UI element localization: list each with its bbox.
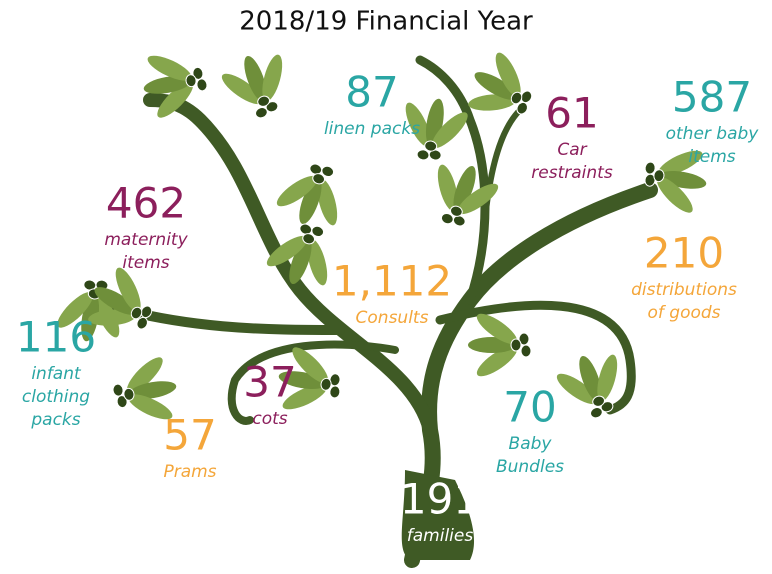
- item-number: 37: [243, 358, 296, 407]
- item-number: 462: [106, 179, 186, 228]
- item-label: distributions: [631, 280, 737, 300]
- infographic: 2018/19 Financial Year 87linen packs 61Ca…: [0, 0, 772, 574]
- item-label: Baby: [509, 434, 553, 454]
- item-number: 1,112: [332, 257, 452, 306]
- item-label: clothing: [22, 387, 90, 407]
- item-number: 57: [163, 411, 216, 460]
- bud: [511, 339, 521, 351]
- leaf-cluster: [548, 344, 638, 428]
- item-label: Consults: [356, 308, 429, 328]
- item-label: items: [122, 253, 169, 273]
- item-label: of goods: [647, 303, 720, 323]
- title: 2018/19 Financial Year: [239, 7, 533, 37]
- leaf-cluster: [468, 309, 531, 382]
- item-number: 587: [672, 73, 752, 122]
- bud: [112, 383, 124, 397]
- item-label: families: [407, 526, 474, 546]
- item-label: Car: [557, 140, 587, 160]
- item-number: 210: [644, 229, 724, 278]
- item-label: packs: [30, 410, 80, 430]
- leaf-cluster: [268, 152, 358, 236]
- leaf-cluster: [213, 44, 303, 128]
- item-label: infant: [31, 364, 82, 384]
- item-label: other baby: [666, 124, 760, 144]
- item-label: restraints: [531, 163, 613, 183]
- item-number: 70: [503, 383, 556, 432]
- item-label: Bundles: [496, 457, 564, 477]
- item-label: Prams: [163, 462, 216, 482]
- item-number: 87: [345, 68, 398, 117]
- item-label: linen packs: [324, 119, 420, 139]
- bud: [196, 78, 208, 92]
- item-label: items: [688, 147, 735, 167]
- item-number: 116: [16, 313, 96, 362]
- item-number: 191: [400, 475, 480, 524]
- item-label: maternity: [104, 230, 188, 250]
- bud: [521, 345, 531, 357]
- item-number: 61: [545, 89, 598, 138]
- item-label: cots: [252, 409, 287, 429]
